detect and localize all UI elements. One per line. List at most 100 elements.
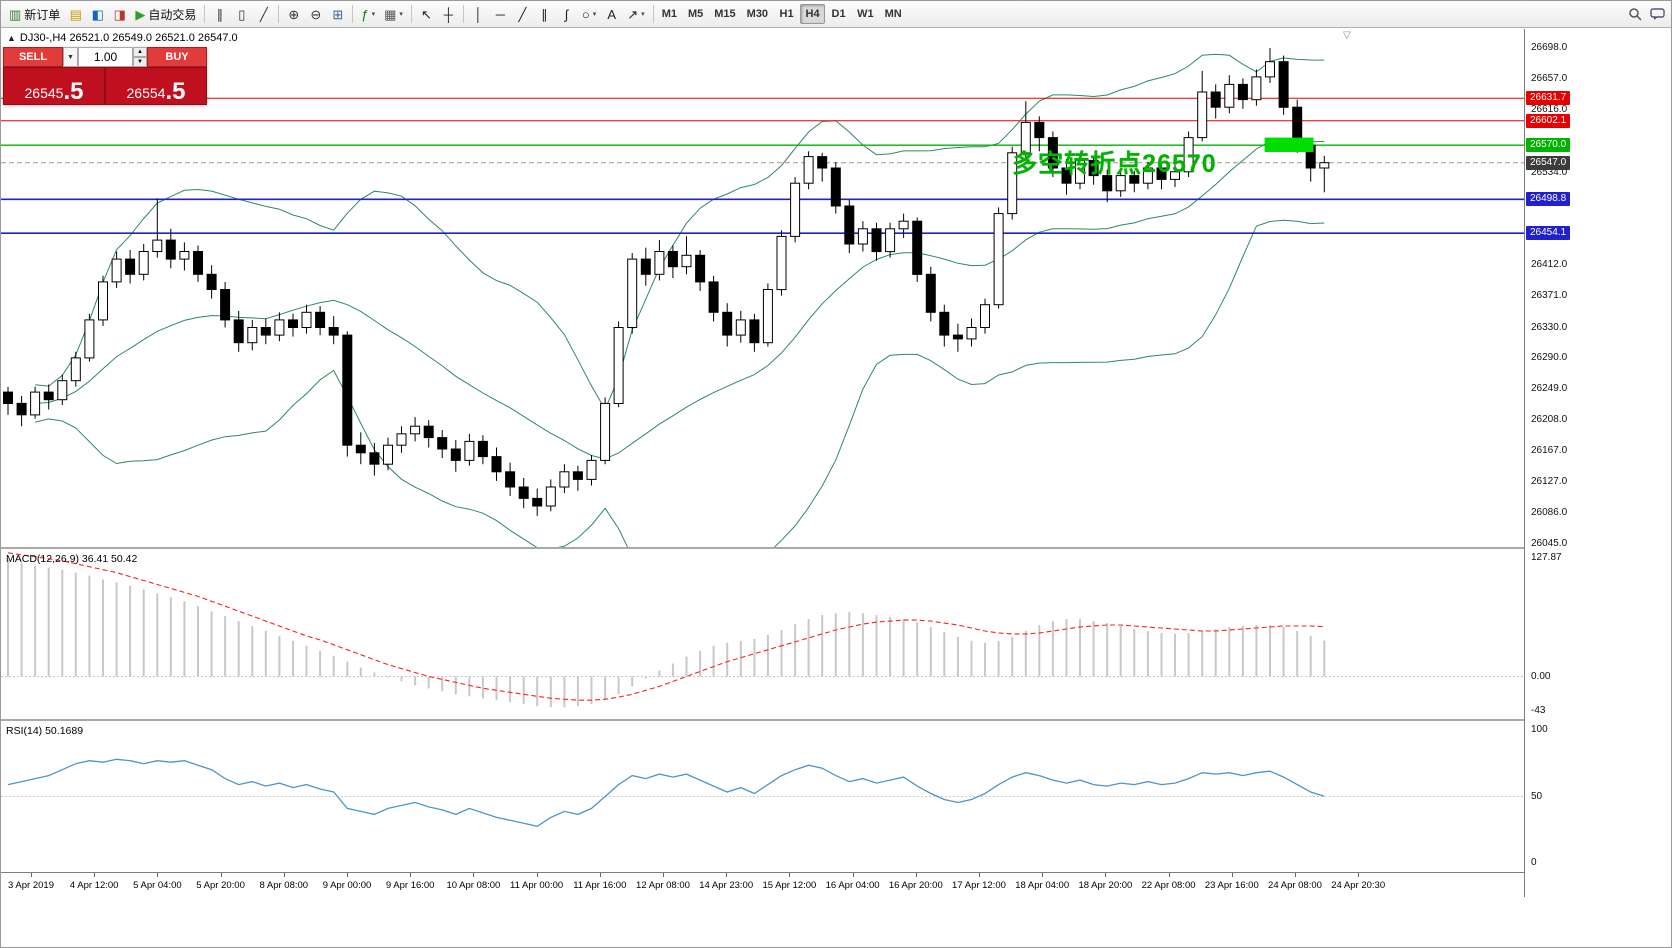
templates-button[interactable]: ▦ ▾ <box>380 3 407 25</box>
chat-icon <box>1650 8 1665 20</box>
ohlc-text: DJ30-,H4 26521.0 26549.0 26521.0 26547.0 <box>19 32 238 44</box>
candle <box>491 456 502 473</box>
timeframe-m5-button[interactable]: M5 <box>683 4 708 24</box>
sell-price[interactable]: 26545.5 <box>3 67 105 105</box>
toolbar-separator <box>462 5 464 23</box>
macd-scale-label: -43 <box>1531 705 1546 716</box>
timeframe-m15-button[interactable]: M15 <box>709 4 740 24</box>
candle <box>57 380 68 401</box>
candle <box>667 251 678 268</box>
candle <box>410 425 421 435</box>
candle <box>1170 171 1180 180</box>
market-watch-icon: ▤ <box>69 6 82 22</box>
cursor-button[interactable]: ↖ <box>416 3 437 25</box>
fibonacci-button[interactable]: ∫ <box>556 3 577 25</box>
data-window-button[interactable]: ◧ <box>87 3 108 25</box>
candle <box>912 220 923 275</box>
candle <box>84 319 95 359</box>
volume-dropdown-button[interactable]: ▼ <box>63 47 78 67</box>
volume-increase-button[interactable]: ▲ <box>133 47 147 57</box>
auto-trading-button[interactable]: ▶ 自动交易 <box>131 3 200 25</box>
time-axis-tick <box>915 873 917 877</box>
main-chart-canvas[interactable] <box>1 29 1524 547</box>
candle <box>1319 162 1330 169</box>
crosshair-button[interactable]: ┼ <box>438 3 459 25</box>
timeframe-mn-button[interactable]: MN <box>880 4 907 24</box>
shapes-button[interactable]: ○ ▾ <box>578 3 600 25</box>
indicators-button[interactable]: ƒ ▾ <box>357 3 379 25</box>
timeframe-m30-button[interactable]: M30 <box>742 4 773 24</box>
candle <box>1237 83 1248 101</box>
arrows-tool-button[interactable]: ↗ ▾ <box>623 3 648 25</box>
macd-panel-canvas[interactable] <box>1 550 1524 719</box>
time-axis-tick <box>1042 873 1044 877</box>
timeframe-m1-button[interactable]: M1 <box>657 4 682 24</box>
time-axis-label: 22 Apr 08:00 <box>1141 880 1196 891</box>
price-axis-label: 26534.0 <box>1531 166 1568 178</box>
rsi-panel-canvas[interactable] <box>1 722 1524 871</box>
vertical-line-button[interactable]: │ <box>468 3 489 25</box>
price-axis[interactable]: 26698.0 26657.0 26616.0 26534.0 26412.0 26371… <box>1524 29 1671 897</box>
sell-button[interactable]: SELL <box>3 47 63 67</box>
rsi-scale-label: 0 <box>1531 857 1537 868</box>
candle <box>980 304 990 329</box>
buy-price[interactable]: 26554.5 <box>105 67 207 105</box>
one-click-collapse-icon[interactable]: ▲ <box>7 33 16 43</box>
tile-windows-button[interactable]: ⊞ <box>327 3 348 25</box>
candle-chart-mode-button[interactable]: ▯ <box>231 3 252 25</box>
bollinger-middle-band <box>35 138 1325 460</box>
new-order-button[interactable]: ▥ 新订单 <box>5 3 64 25</box>
candle <box>152 239 163 253</box>
trendline-button[interactable]: ╱ <box>512 3 533 25</box>
bar-chart-mode-button[interactable]: ∥ <box>209 3 230 25</box>
community-button[interactable] <box>1646 3 1669 25</box>
market-watch-button[interactable]: ▤ <box>65 3 86 25</box>
time-axis-label: 9 Apr 00:00 <box>322 880 372 891</box>
candle <box>817 156 828 169</box>
zoom-out-button[interactable]: ⊖ <box>305 3 326 25</box>
zoom-in-button[interactable]: ⊕ <box>283 3 304 25</box>
candle <box>532 497 543 507</box>
candle <box>708 281 719 313</box>
candle <box>369 452 380 465</box>
toolbar-separator <box>652 5 654 23</box>
time-axis-label: 24 Apr 08:00 <box>1268 880 1322 891</box>
timeframe-w1-button[interactable]: W1 <box>852 4 879 24</box>
line-chart-mode-button[interactable]: ╱ <box>253 3 274 25</box>
horizontal-line-button[interactable]: ─ <box>490 3 511 25</box>
candle <box>43 391 54 401</box>
highlight-rectangle[interactable] <box>1264 137 1314 152</box>
candle <box>735 319 746 336</box>
panel-separator[interactable] <box>1 547 1671 549</box>
channel-button[interactable]: ∥ <box>534 3 555 25</box>
navigator-button[interactable]: ◨ <box>109 3 130 25</box>
chevron-down-icon: ▾ <box>592 11 597 18</box>
time-axis-tick <box>852 873 854 877</box>
time-axis-label: 24 Apr 20:30 <box>1331 880 1386 891</box>
time-axis-label: 16 Apr 04:00 <box>825 880 880 891</box>
panel-separator[interactable] <box>1 719 1671 721</box>
price-level-badge: 26602.1 <box>1526 113 1571 128</box>
channel-icon: ∥ <box>541 6 548 22</box>
buy-button[interactable]: BUY <box>147 47 207 67</box>
candle <box>1075 159 1085 184</box>
candle <box>247 327 258 344</box>
text-tool-button[interactable]: A <box>601 3 622 25</box>
search-button[interactable] <box>1624 3 1646 25</box>
chart-annotation-text[interactable]: 多空转折点26570 <box>1012 149 1217 178</box>
timeframe-d1-button[interactable]: D1 <box>826 4 851 24</box>
timeframe-h1-button[interactable]: H1 <box>774 4 799 24</box>
candle <box>1265 61 1275 78</box>
candle <box>600 402 611 461</box>
time-axis-label: 14 Apr 23:00 <box>699 880 754 891</box>
candle <box>952 334 963 340</box>
candle <box>30 391 41 416</box>
time-axis-label: 15 Apr 12:00 <box>762 880 817 891</box>
candle <box>586 459 597 480</box>
time-axis-label: 17 Apr 12:00 <box>952 880 1006 891</box>
timeframe-h4-button[interactable]: H4 <box>800 4 826 24</box>
volume-decrease-button[interactable]: ▼ <box>133 57 147 67</box>
volume-input[interactable] <box>78 47 133 67</box>
candle <box>993 213 1004 306</box>
time-axis[interactable]: 3 Apr 2019 4 Apr 12:00 5 Apr 04:00 5 Apr 20… <box>1 872 1671 898</box>
